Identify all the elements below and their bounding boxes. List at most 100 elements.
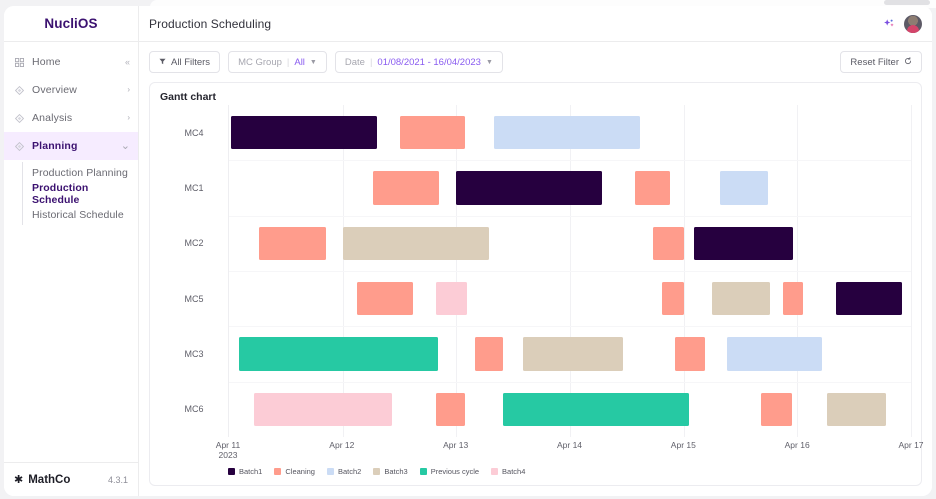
legend-label: Cleaning (285, 466, 315, 476)
gantt-plot-area (228, 105, 912, 437)
gantt-legend: Batch1 Cleaning Batch2 Batch3 Previous cycle… (160, 463, 911, 479)
date-label: Date (344, 56, 365, 68)
reset-filter-button[interactable]: Reset Filter (840, 51, 922, 73)
gantt-x-tick: Apr 11 2023 (215, 440, 241, 460)
divider: | (369, 56, 373, 68)
browser-tab[interactable] (150, 0, 936, 8)
legend-label: Batch1 (239, 466, 263, 476)
sidebar-item-overview[interactable]: Overview › (4, 76, 138, 104)
gantt-bar[interactable] (726, 337, 823, 371)
asterisk-icon: ✱ (14, 474, 24, 486)
gantt-bar[interactable] (662, 282, 684, 316)
gantt-bar[interactable] (826, 392, 886, 426)
legend-item[interactable]: Batch1 (228, 467, 262, 476)
sidebar-nav: Home « Overview › Analysis › Planning ⌄ Producti… (4, 42, 138, 462)
legend-label: Batch2 (337, 466, 362, 476)
gantt-card: Gantt chart MC4 MC1 MC2 MC5 MC3 MC6 Apr 11 202… (149, 82, 924, 486)
legend-swatch (373, 467, 381, 475)
legend-item[interactable]: Batch3 (373, 466, 408, 476)
gantt-bar[interactable] (652, 226, 684, 260)
gantt-bar[interactable] (712, 282, 771, 316)
gantt-bar[interactable] (399, 116, 466, 150)
legend-swatch (419, 467, 427, 475)
mc-group-value: All (294, 56, 305, 68)
gantt-gridline (911, 105, 912, 437)
gantt-bar[interactable] (720, 171, 768, 205)
sidebar-item-analysis[interactable]: Analysis › (4, 104, 138, 132)
avatar[interactable] (904, 14, 922, 33)
diamond-icon (14, 85, 25, 96)
page-title: Production Scheduling (149, 16, 272, 31)
mc-group-label: MC Group (238, 56, 282, 68)
legend-swatch (228, 467, 235, 475)
legend-swatch (491, 467, 499, 475)
gantt-row-separator (229, 381, 911, 383)
all-filters-label: All Filters (171, 56, 211, 68)
sidebar-subnav: Production Planning Production Schedule Hi… (22, 162, 138, 225)
sidebar-item-label: Overview (32, 84, 77, 96)
gantt-x-tick: Apr 16 (784, 440, 810, 450)
gantt-x-tick: Apr 14 (556, 440, 583, 450)
gantt-x-tick: Apr 12 (329, 440, 355, 450)
gantt-row-separator (229, 326, 911, 328)
gantt-bar[interactable] (782, 282, 803, 316)
date-range-value: 01/08/2021 - 16/04/2023 (377, 56, 481, 68)
chevron-down-icon: ▼ (485, 58, 493, 66)
gantt-bar[interactable] (523, 337, 624, 371)
gantt-bar[interactable] (258, 226, 326, 260)
gantt-bar[interactable] (342, 226, 490, 260)
gantt-bar[interactable] (835, 282, 902, 316)
sidebar-subitem-production-schedule[interactable]: Production Schedule (32, 181, 89, 206)
gantt-bar[interactable] (239, 337, 439, 371)
gantt-bar[interactable] (435, 282, 467, 316)
company-name: MathCo (28, 473, 71, 486)
sidebar-subitem-historical-schedule[interactable]: Historical Schedule (32, 208, 124, 221)
sidebar-item-label: Planning (32, 140, 78, 152)
gantt-bar[interactable] (474, 337, 503, 371)
date-filter[interactable]: Date | 01/08/2021 - 16/04/2023 ▼ (334, 51, 503, 73)
funnel-icon (159, 57, 166, 68)
gantt-bar[interactable] (493, 116, 641, 150)
legend-label: Previous cycle (430, 466, 480, 476)
sidebar-item-home[interactable]: Home « (4, 48, 138, 76)
gantt-bar[interactable] (231, 116, 377, 150)
sidebar-item-planning[interactable]: Planning ⌄ (4, 132, 138, 160)
legend-item[interactable]: Cleaning (274, 467, 315, 476)
gantt-bar[interactable] (760, 392, 792, 426)
chevron-right-icon: › (127, 113, 130, 122)
legend-item[interactable]: Batch2 (326, 466, 362, 476)
chevron-double-left-icon[interactable]: « (124, 56, 130, 67)
gantt-bar[interactable] (674, 337, 706, 371)
gantt-row-label: MC1 (184, 182, 204, 193)
mc-group-filter[interactable]: MC Group | All ▼ (228, 51, 327, 73)
gantt-bar[interactable] (435, 392, 466, 426)
diamond-icon (14, 141, 25, 152)
legend-label: Batch3 (384, 466, 408, 476)
sidebar-subitem-production-planning[interactable]: Production Planning (32, 166, 128, 179)
gantt-row-separator (229, 160, 911, 162)
sidebar-footer: ✱ MathCo 4.3.1 (4, 462, 138, 496)
gantt-bar[interactable] (456, 171, 602, 205)
divider: | (286, 56, 290, 68)
gantt-bar[interactable] (357, 282, 414, 316)
gantt-bar[interactable] (502, 392, 690, 426)
gantt-bar[interactable] (693, 226, 793, 260)
browser-chrome (0, 0, 936, 8)
gantt-bar[interactable] (373, 171, 440, 205)
legend-item[interactable]: Batch4 (491, 467, 525, 476)
gantt-row-separator (229, 215, 911, 217)
gantt-bar[interactable] (634, 171, 671, 205)
legend-item[interactable]: Previous cycle (419, 466, 480, 476)
sidebar-item-label: Analysis (32, 112, 73, 124)
all-filters-button[interactable]: All Filters (149, 51, 221, 73)
brand-logo[interactable]: NucliOS (4, 6, 138, 42)
chevron-down-icon: ⌄ (120, 139, 130, 152)
gantt-bar[interactable] (254, 392, 392, 426)
grid-icon (14, 57, 25, 68)
brand-name: NucliOS (44, 16, 98, 31)
main-content: Production Scheduling All Filters MC Gro… (139, 6, 932, 496)
gantt-row-label: MC5 (184, 293, 204, 304)
gantt-x-tick: Apr 15 (670, 440, 696, 450)
legend-swatch (274, 467, 282, 475)
sparkle-ai-icon[interactable] (880, 15, 898, 33)
